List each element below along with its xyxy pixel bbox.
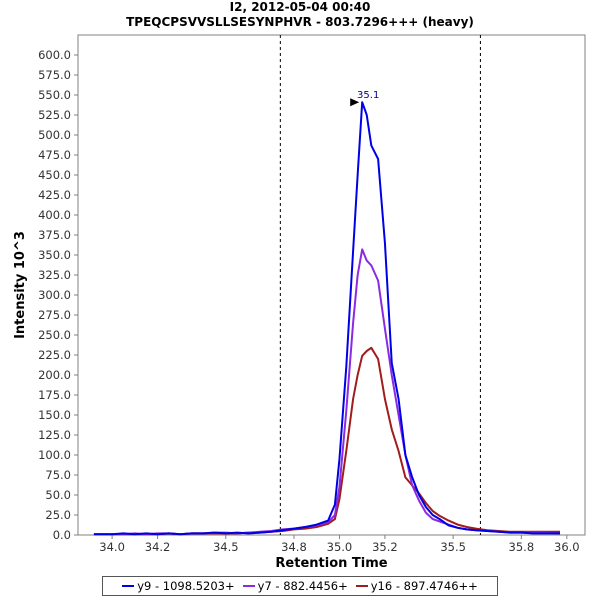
y-tick-label-11: 275.0 bbox=[38, 308, 71, 322]
series-line-1 bbox=[93, 248, 561, 536]
series-line-0 bbox=[93, 101, 560, 536]
x-tick-label-8: 36.0 bbox=[554, 540, 580, 554]
legend-item-0: y9 - 1098.5203+ bbox=[122, 579, 235, 593]
x-tick-label-1: 34.2 bbox=[145, 540, 171, 554]
y-tick-label-0: 0.0 bbox=[53, 528, 71, 542]
series-line-2 bbox=[93, 346, 560, 536]
y-tick-label-19: 475.0 bbox=[38, 148, 71, 162]
y-tick-label-13: 325.0 bbox=[38, 268, 71, 282]
legend-label-0: y9 - 1098.5203+ bbox=[137, 579, 235, 593]
x-tick-label-6: 35.5 bbox=[440, 540, 466, 554]
y-tick-label-10: 250.0 bbox=[38, 328, 71, 342]
legend-swatch-2 bbox=[355, 585, 368, 587]
x-tick-label-4: 35.0 bbox=[327, 540, 353, 554]
chart-title: I2, 2012-05-04 00:40 bbox=[229, 0, 371, 14]
y-axis-label: Intensity 10^3 bbox=[13, 231, 28, 339]
x-tick-label-3: 34.8 bbox=[281, 540, 307, 554]
y-tick-label-8: 200.0 bbox=[38, 368, 71, 382]
x-axis-label: Retention Time bbox=[275, 556, 387, 571]
y-tick-label-20: 500.0 bbox=[38, 128, 71, 142]
y-tick-label-16: 400.0 bbox=[38, 208, 71, 222]
peak-marker bbox=[350, 98, 360, 107]
x-tick-label-7: 35.8 bbox=[509, 540, 535, 554]
x-tick-label-5: 35.2 bbox=[372, 540, 398, 554]
x-tick-label-0: 34.0 bbox=[99, 540, 125, 554]
legend-label-1: y7 - 882.4456+ bbox=[257, 579, 348, 593]
y-tick-label-1: 25.0 bbox=[45, 508, 71, 522]
plot-frame bbox=[77, 34, 586, 536]
y-tick-label-24: 600.0 bbox=[38, 48, 71, 62]
legend-item-2: y16 - 897.4746++ bbox=[355, 579, 478, 593]
peak-label: 35.1 bbox=[357, 90, 379, 101]
y-tick-label-4: 100.0 bbox=[38, 448, 71, 462]
y-tick-label-15: 375.0 bbox=[38, 228, 71, 242]
y-tick-label-23: 575.0 bbox=[38, 68, 71, 82]
y-tick-label-14: 350.0 bbox=[38, 248, 71, 262]
legend-label-2: y16 - 897.4746++ bbox=[370, 579, 478, 593]
y-tick-label-17: 425.0 bbox=[38, 188, 71, 202]
chart-title-block: I2, 2012-05-04 00:40 TPEQCPSVVSLLSESYNPH… bbox=[0, 0, 600, 30]
chart-subtitle: TPEQCPSVVSLLSESYNPHVR - 803.7296+++ (hea… bbox=[126, 15, 474, 29]
y-tick-label-9: 225.0 bbox=[38, 348, 71, 362]
y-tick-label-21: 525.0 bbox=[38, 108, 71, 122]
y-tick-label-5: 125.0 bbox=[38, 428, 71, 442]
y-tick-label-22: 550.0 bbox=[38, 88, 71, 102]
legend-swatch-0 bbox=[122, 585, 135, 587]
y-tick-label-7: 175.0 bbox=[38, 388, 71, 402]
y-tick-label-12: 300.0 bbox=[38, 288, 71, 302]
y-tick-label-6: 150.0 bbox=[38, 408, 71, 422]
legend-item-1: y7 - 882.4456+ bbox=[242, 579, 348, 593]
x-tick-label-2: 34.5 bbox=[213, 540, 239, 554]
legend-swatch-1 bbox=[242, 585, 255, 587]
y-tick-label-18: 450.0 bbox=[38, 168, 71, 182]
y-tick-label-2: 50.0 bbox=[45, 488, 71, 502]
y-tick-label-3: 75.0 bbox=[45, 468, 71, 482]
chart-legend: y9 - 1098.5203+ y7 - 882.4456+ y16 - 897.4… bbox=[102, 576, 498, 596]
